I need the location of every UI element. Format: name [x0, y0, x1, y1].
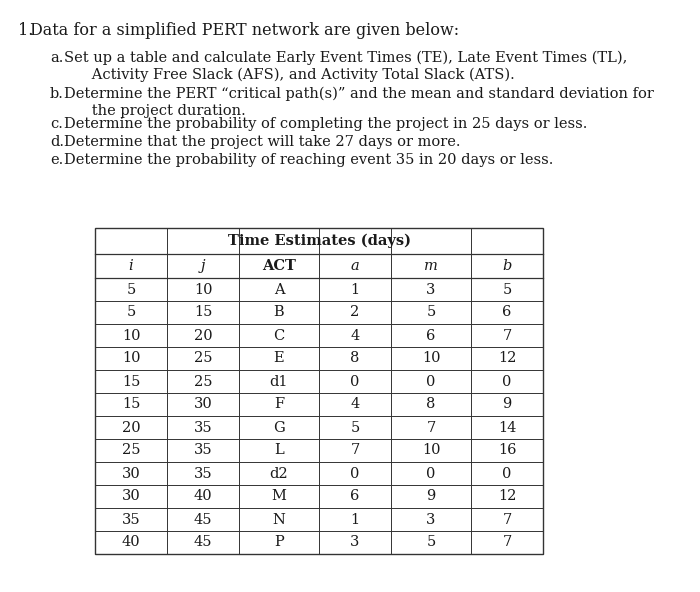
Text: 1: 1: [351, 282, 360, 297]
Text: 5: 5: [351, 420, 360, 435]
Text: 40: 40: [194, 490, 212, 504]
Text: 10: 10: [122, 329, 140, 343]
Text: 8: 8: [426, 397, 435, 411]
Text: 4: 4: [351, 329, 360, 343]
Text: 7: 7: [426, 420, 435, 435]
Text: 20: 20: [194, 329, 212, 343]
Text: i: i: [129, 259, 133, 273]
Text: 5: 5: [127, 305, 136, 320]
Text: b: b: [503, 259, 512, 273]
Text: 6: 6: [350, 490, 360, 504]
Text: 3: 3: [426, 282, 435, 297]
Text: 8: 8: [350, 352, 360, 365]
Text: e.: e.: [50, 153, 63, 167]
Text: ACT: ACT: [262, 259, 296, 273]
Text: Determine the PERT “critical path(s)” and the mean and standard deviation for
  : Determine the PERT “critical path(s)” an…: [64, 87, 654, 118]
Text: 25: 25: [122, 443, 140, 458]
Text: 45: 45: [194, 536, 212, 549]
Text: a: a: [351, 259, 359, 273]
Text: L: L: [274, 443, 284, 458]
Text: 4: 4: [351, 397, 360, 411]
Text: 15: 15: [122, 397, 140, 411]
Text: 7: 7: [351, 443, 360, 458]
Text: 30: 30: [122, 490, 141, 504]
Text: d.: d.: [50, 135, 64, 149]
Text: 12: 12: [498, 352, 516, 365]
Text: B: B: [274, 305, 284, 320]
Text: d1: d1: [270, 375, 288, 388]
Text: 7: 7: [503, 329, 512, 343]
Text: 35: 35: [194, 443, 212, 458]
Text: 3: 3: [426, 513, 435, 526]
Text: 1.: 1.: [18, 22, 34, 39]
Text: 12: 12: [498, 490, 516, 504]
Text: 9: 9: [503, 397, 512, 411]
Text: 0: 0: [350, 466, 360, 481]
Text: c.: c.: [50, 117, 63, 131]
Text: 0: 0: [426, 466, 435, 481]
Text: 40: 40: [122, 536, 140, 549]
Text: 20: 20: [122, 420, 140, 435]
Text: 0: 0: [503, 466, 512, 481]
Text: 5: 5: [503, 282, 512, 297]
Text: E: E: [274, 352, 284, 365]
Text: a.: a.: [50, 51, 64, 65]
Text: 1: 1: [351, 513, 360, 526]
Text: Time Estimates (days): Time Estimates (days): [228, 234, 410, 248]
Text: 5: 5: [426, 536, 435, 549]
Text: 14: 14: [498, 420, 516, 435]
Text: 10: 10: [122, 352, 140, 365]
Text: 35: 35: [194, 466, 212, 481]
Text: Data for a simplified PERT network are given below:: Data for a simplified PERT network are g…: [30, 22, 459, 39]
Text: 16: 16: [498, 443, 517, 458]
Bar: [95, 228, 543, 554]
Text: M: M: [272, 490, 286, 504]
Text: 10: 10: [421, 443, 440, 458]
Text: 25: 25: [194, 352, 212, 365]
Text: Determine that the project will take 27 days or more.: Determine that the project will take 27 …: [64, 135, 461, 149]
Text: N: N: [272, 513, 286, 526]
Text: 7: 7: [503, 536, 512, 549]
Text: 0: 0: [350, 375, 360, 388]
Text: 6: 6: [426, 329, 435, 343]
Text: b.: b.: [50, 87, 64, 101]
Text: 0: 0: [426, 375, 435, 388]
Text: F: F: [274, 397, 284, 411]
Text: C: C: [274, 329, 285, 343]
Text: 35: 35: [194, 420, 212, 435]
Text: 7: 7: [503, 513, 512, 526]
Text: 30: 30: [122, 466, 141, 481]
Text: 15: 15: [122, 375, 140, 388]
Text: 25: 25: [194, 375, 212, 388]
Text: Determine the probability of reaching event 35 in 20 days or less.: Determine the probability of reaching ev…: [64, 153, 554, 167]
Text: m: m: [424, 259, 438, 273]
Text: 15: 15: [194, 305, 212, 320]
Text: A: A: [274, 282, 284, 297]
Text: 10: 10: [194, 282, 212, 297]
Text: 35: 35: [122, 513, 140, 526]
Text: 6: 6: [503, 305, 512, 320]
Text: 9: 9: [426, 490, 435, 504]
Text: G: G: [273, 420, 285, 435]
Text: j: j: [201, 259, 205, 273]
Text: 30: 30: [194, 397, 212, 411]
Text: 5: 5: [426, 305, 435, 320]
Text: 45: 45: [194, 513, 212, 526]
Text: Set up a table and calculate Early Event Times (TE), Late Event Times (TL),
    : Set up a table and calculate Early Event…: [64, 51, 627, 82]
Text: 10: 10: [421, 352, 440, 365]
Text: 2: 2: [351, 305, 360, 320]
Text: 3: 3: [350, 536, 360, 549]
Text: Determine the probability of completing the project in 25 days or less.: Determine the probability of completing …: [64, 117, 587, 131]
Text: d2: d2: [270, 466, 288, 481]
Text: 0: 0: [503, 375, 512, 388]
Text: 5: 5: [127, 282, 136, 297]
Text: P: P: [274, 536, 284, 549]
